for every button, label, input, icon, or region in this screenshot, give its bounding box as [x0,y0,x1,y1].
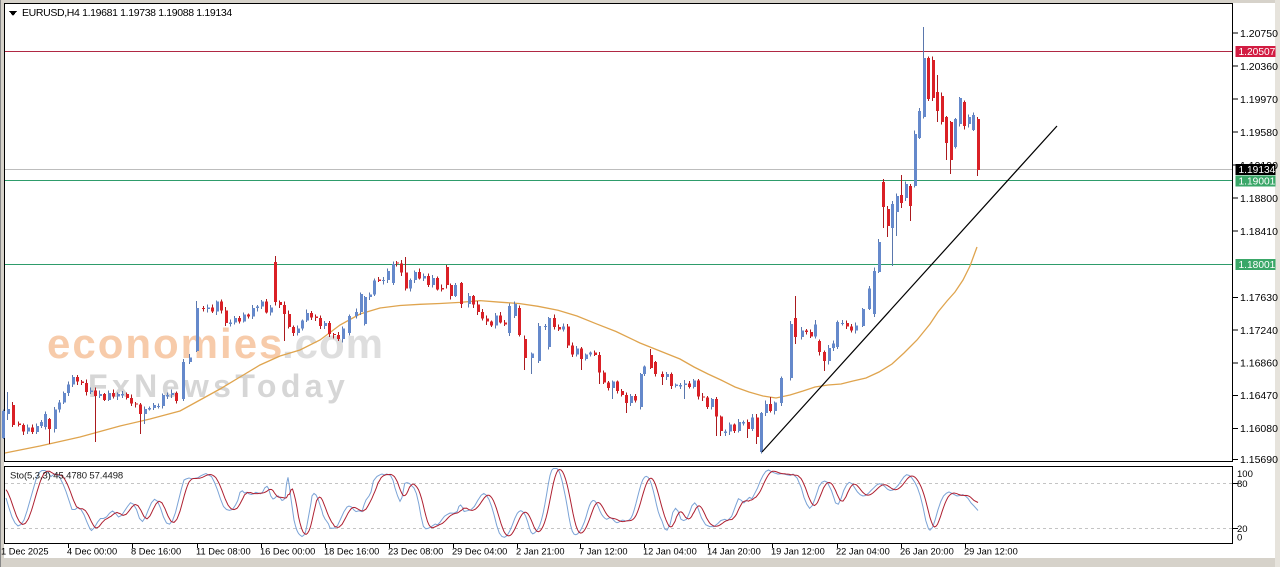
svg-text:1.19001: 1.19001 [1239,177,1276,188]
svg-text:22 Jan 04:00: 22 Jan 04:00 [836,547,890,557]
svg-text:1.17240: 1.17240 [1240,325,1278,337]
svg-text:Sto(5,3,3) 45.4780 57.4498: Sto(5,3,3) 45.4780 57.4498 [10,471,123,482]
svg-text:1 Dec 2025: 1 Dec 2025 [1,547,49,557]
svg-text:1.19580: 1.19580 [1240,127,1278,139]
svg-text:23 Dec 08:00: 23 Dec 08:00 [388,547,443,557]
svg-text:1.20750: 1.20750 [1240,28,1278,40]
svg-text:80: 80 [1237,479,1248,490]
svg-text:26 Jan 20:00: 26 Jan 20:00 [900,547,954,557]
svg-text:economies: economies [47,320,284,367]
svg-text:19 Jan 12:00: 19 Jan 12:00 [771,547,825,557]
svg-text:1.19134: 1.19134 [1239,165,1276,176]
svg-text:FxNewsToday: FxNewsToday [88,368,349,404]
svg-text:1.18410: 1.18410 [1240,226,1278,238]
svg-text:1.17630: 1.17630 [1240,292,1278,304]
svg-text:0: 0 [1237,533,1242,544]
svg-text:100: 100 [1237,469,1253,480]
svg-text:1.18800: 1.18800 [1240,193,1278,205]
svg-text:14 Jan 20:00: 14 Jan 20:00 [707,547,761,557]
svg-text:7 Jan 12:00: 7 Jan 12:00 [579,547,628,557]
svg-text:1.18001: 1.18001 [1239,260,1276,271]
svg-text:12 Jan 04:00: 12 Jan 04:00 [643,547,697,557]
svg-text:29 Dec 04:00: 29 Dec 04:00 [452,547,507,557]
svg-text:20: 20 [1237,524,1248,535]
svg-text:18 Dec 16:00: 18 Dec 16:00 [324,547,379,557]
svg-text:16 Dec 00:00: 16 Dec 00:00 [260,547,315,557]
svg-text:1.19970: 1.19970 [1240,94,1278,106]
svg-text:1.20507: 1.20507 [1239,47,1276,58]
svg-text:1.16860: 1.16860 [1240,358,1278,370]
svg-text:EURUSD,H4 1.19681 1.19738 1.1: EURUSD,H4 1.19681 1.19738 1.19088 1.1913… [22,7,232,19]
svg-text:4 Dec 00:00: 4 Dec 00:00 [67,547,117,557]
svg-text:1.15690: 1.15690 [1240,454,1278,466]
svg-text:.com: .com [282,320,384,367]
svg-text:11 Dec 08:00: 11 Dec 08:00 [196,547,251,557]
svg-text:2 Jan 21:00: 2 Jan 21:00 [516,547,565,557]
svg-text:29 Jan 12:00: 29 Jan 12:00 [964,547,1018,557]
svg-text:1.16080: 1.16080 [1240,423,1278,435]
svg-text:8 Dec 16:00: 8 Dec 16:00 [131,547,181,557]
svg-text:1.20360: 1.20360 [1240,61,1278,73]
svg-text:1.16470: 1.16470 [1240,390,1278,402]
